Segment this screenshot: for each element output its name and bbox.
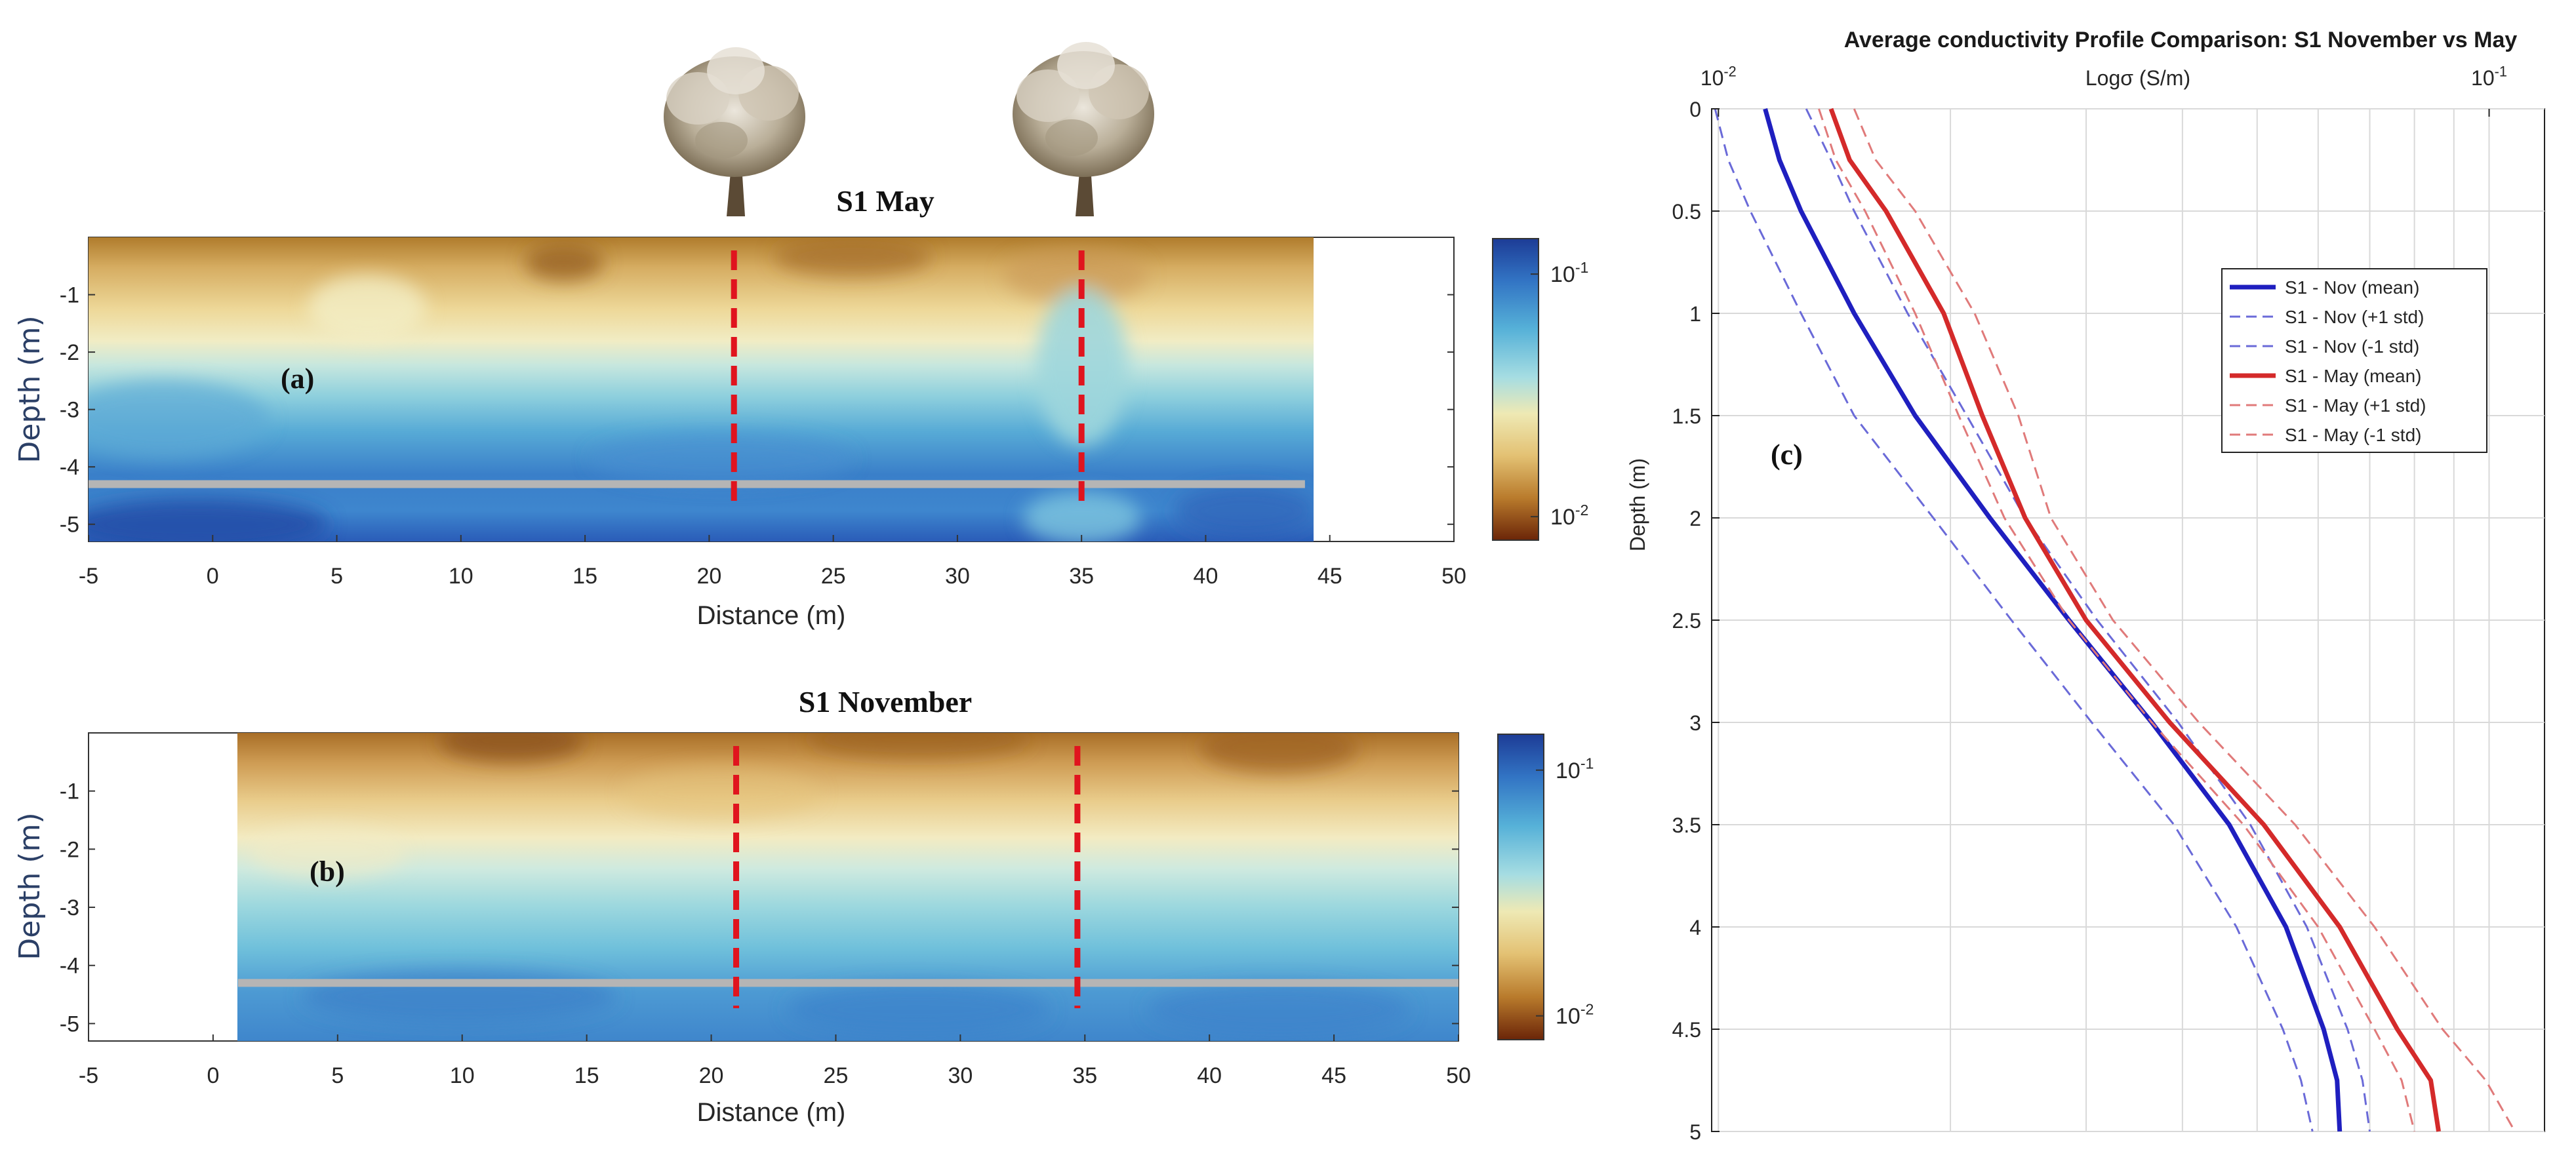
a-cbar-tick-label: 10-1 (1550, 259, 1588, 287)
a-xtick-label: 35 (1069, 564, 1094, 589)
panel-b-xlabel: Distance (m) (697, 1098, 846, 1127)
panel-c-series-line (1853, 108, 2516, 1132)
a-ytick-label: -2 (60, 340, 79, 365)
panel-c-xlabel: Logσ (S/m) (2085, 66, 2190, 90)
panel-b-ylabel: Depth (m) (13, 812, 47, 960)
b-xtick-label: 10 (450, 1063, 475, 1088)
a-ytick-label: -5 (60, 513, 79, 538)
b-xtick-label: 5 (331, 1063, 344, 1088)
panel-c-ytick-label: 4 (1689, 916, 1701, 939)
b-ytick-label: -2 (60, 837, 79, 862)
panel-c-lines (1714, 108, 2516, 1132)
panel-c-ylabel: Depth (m) (1626, 458, 1649, 551)
a-ytick-label: -1 (60, 283, 79, 308)
panel-b-label: (b) (310, 855, 345, 888)
a-cbar-tick-label: 10-2 (1550, 501, 1588, 530)
legend-entry: S1 - May (-1 std) (2285, 425, 2421, 445)
legend-entry: S1 - Nov (+1 std) (2285, 307, 2424, 327)
panel-b-overlays (237, 746, 1459, 1008)
panel-b: S1 November -5 0 5 10 15 20 25 30 35 40 45 50 -1 -2 -3… (13, 685, 1594, 1127)
a-xtick-label: 20 (696, 564, 721, 589)
a-xtick-label: 5 (331, 564, 343, 589)
a-xtick-label: 10 (449, 564, 473, 589)
panel-a-ticks: -5 0 5 10 15 20 25 30 35 40 45 50 -1 -2 -3 -4 -5 (60, 283, 1466, 589)
legend-entry: S1 - May (+1 std) (2285, 395, 2426, 416)
panel-b-colorbar: 10-1 10-2 (1497, 734, 1594, 1040)
b-xtick-label: 40 (1197, 1063, 1222, 1088)
panel-a: S1 May -5 0 5 10 15 20 25 30 35 40 45 50 -1 -2 -3 -4-5 … (13, 184, 1588, 630)
b-cbar-tick-label: 10-2 (1556, 1000, 1594, 1029)
b-xtick-label: 45 (1321, 1063, 1346, 1088)
panel-c-ytick-label: 0 (1689, 98, 1701, 121)
panel-c-ytick-label: 3 (1689, 711, 1701, 735)
b-xtick-label: 20 (699, 1063, 724, 1088)
b-xtick-label: 15 (574, 1063, 599, 1088)
a-xtick-label: 40 (1194, 564, 1218, 589)
panel-c-ytick-label: 3.5 (1672, 814, 1701, 837)
b-ytick-label: -3 (60, 895, 79, 920)
a-xtick-label: 25 (821, 564, 846, 589)
panel-c-ytick-label: 5 (1689, 1120, 1701, 1144)
panel-c-series-line (1714, 108, 2314, 1132)
panel-a-colorbar: 10-1 10-2 (1492, 238, 1588, 541)
panel-c-label: (c) (1771, 439, 1803, 471)
b-ytick-label: -5 (60, 1012, 79, 1036)
panel-b-heatmap (237, 733, 1459, 1041)
a-ytick-label: -4 (60, 455, 79, 480)
panel-b-ticks: -5 0 5 10 15 20 25 30 35 40 45 50 -1 -2 -3 -4 -5 (60, 779, 1471, 1088)
panel-a-heatmap (89, 237, 1314, 541)
panel-b-title: S1 November (799, 685, 972, 718)
panel-c-xtick-label: 10-1 (2471, 64, 2507, 90)
panel-c-ticks: 0 0.5 1 1.5 2 2.5 3 3.5 4 4.5 5 10-2 10-1 (1672, 64, 2507, 1144)
panel-a-overlays (89, 250, 1305, 509)
panel-a-title: S1 May (836, 184, 935, 218)
panel-a-xlabel: Distance (m) (697, 601, 846, 630)
a-xtick-label: 30 (945, 564, 970, 589)
tree-icon-right (1013, 42, 1154, 216)
b-xtick-label: -5 (79, 1063, 98, 1088)
b-ytick-label: -4 (60, 954, 79, 979)
legend-entry: S1 - Nov (-1 std) (2285, 336, 2419, 357)
a-ytick-label: -3 (60, 398, 79, 423)
b-cbar-tick-label: 10-1 (1556, 755, 1594, 783)
panel-c-legend: S1 - Nov (mean) S1 - Nov (+1 std) S1 - Nov… (2221, 268, 2487, 453)
legend-entry: S1 - May (mean) (2285, 366, 2422, 386)
panel-c-ytick-label: 2.5 (1672, 609, 1701, 633)
panel-c-xtick-label: 10-2 (1701, 64, 1737, 90)
panel-c-ytick-label: 4.5 (1672, 1018, 1701, 1042)
a-xtick-label: 45 (1318, 564, 1342, 589)
panel-c: Average conductivity Profile Comparison:… (1626, 28, 2545, 1144)
a-xtick-label: -5 (79, 564, 98, 589)
panel-a-label: (a) (281, 363, 314, 395)
panel-c-ytick-label: 1.5 (1672, 404, 1701, 428)
panel-c-ytick-label: 0.5 (1672, 200, 1701, 224)
panel-c-title: Average conductivity Profile Comparison:… (1844, 28, 2518, 52)
a-xtick-label: 50 (1441, 564, 1466, 589)
panel-c-series-line (1805, 108, 2371, 1132)
panel-c-series-line (1828, 108, 2441, 1132)
b-ytick-label: -1 (60, 779, 79, 804)
tree-icon-left (664, 47, 805, 216)
b-xtick-label: 35 (1072, 1063, 1097, 1088)
panel-c-series-line (1818, 108, 2416, 1132)
b-xtick-label: 25 (824, 1063, 849, 1088)
a-xtick-label: 0 (207, 564, 219, 589)
a-xtick-label: 15 (573, 564, 597, 589)
panel-a-ylabel: Depth (m) (13, 315, 47, 463)
panel-c-ytick-label: 2 (1689, 507, 1701, 530)
b-xtick-label: 30 (948, 1063, 973, 1088)
panel-c-ytick-label: 1 (1689, 302, 1701, 326)
b-xtick-label: 50 (1446, 1063, 1471, 1088)
b-xtick-label: 0 (207, 1063, 219, 1088)
legend-entry: S1 - Nov (mean) (2285, 277, 2419, 298)
